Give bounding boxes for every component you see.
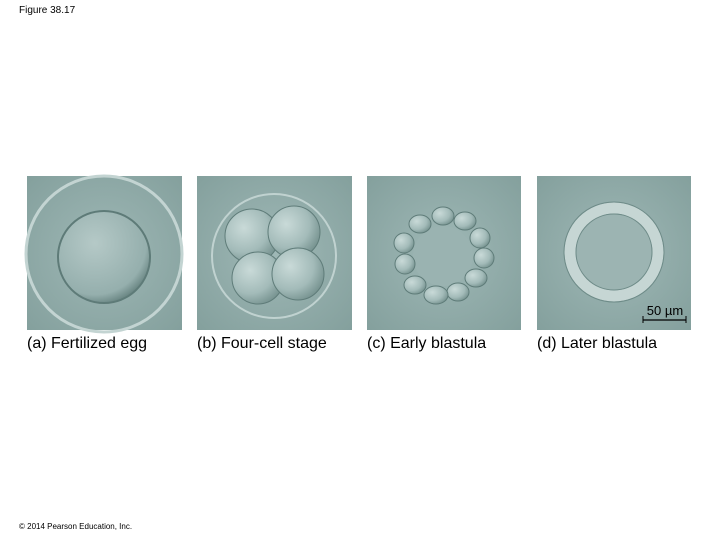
panel-a-image xyxy=(24,174,184,334)
panel-c-image xyxy=(367,176,521,330)
panel-d-image: 50 µm xyxy=(537,176,691,330)
panel-b-image xyxy=(197,176,352,330)
panel-label: (a) Fertilized egg xyxy=(27,335,148,352)
panel-label: (d) Later blastula xyxy=(537,335,658,352)
scale-bar-label: 50 µm xyxy=(647,303,683,318)
figure-title: Figure 38.17 xyxy=(19,5,76,16)
panel-label: (c) Early blastula xyxy=(367,335,487,352)
panel-label: (b) Four-cell stage xyxy=(197,335,327,352)
copyright: © 2014 Pearson Education, Inc. xyxy=(19,522,133,531)
